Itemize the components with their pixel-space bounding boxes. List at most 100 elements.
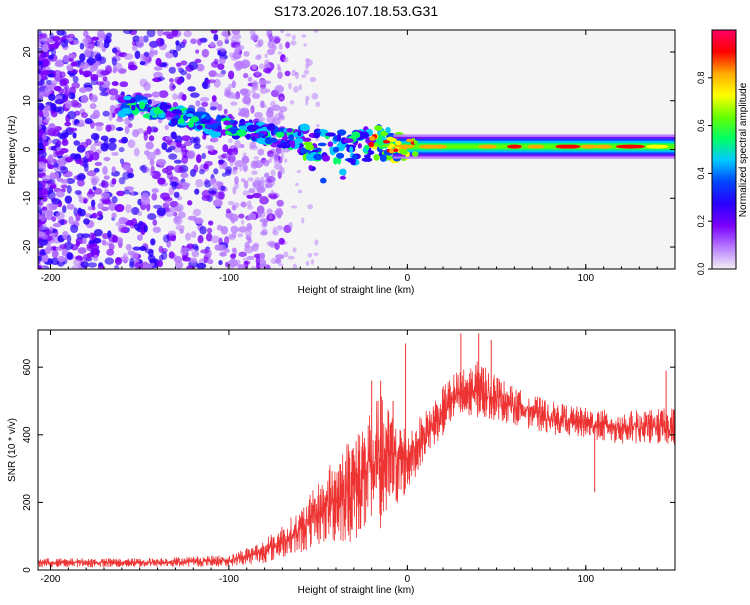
spectrogram-cell xyxy=(278,263,284,267)
spectrogram-cell xyxy=(111,57,117,66)
spectrogram-cell xyxy=(290,141,296,149)
spectrogram-cell xyxy=(241,155,250,164)
spectrogram-cell xyxy=(305,260,310,266)
spectrogram-cell xyxy=(199,96,210,103)
spectrogram-cell xyxy=(187,86,196,92)
spectrogram-cell xyxy=(109,104,116,114)
spectrogram-cell xyxy=(296,170,301,174)
spectrogram-cell xyxy=(288,82,292,90)
spectrogram-cell xyxy=(168,153,178,160)
spectrogram-cell xyxy=(220,185,226,191)
spectrogram-cell xyxy=(98,262,103,268)
spectrogram-cell xyxy=(102,110,110,117)
spectrogram-cell xyxy=(38,102,45,111)
spectrogram-cell xyxy=(259,186,265,190)
spectrogram-cell xyxy=(62,30,67,37)
spectrogram-cell xyxy=(264,172,270,178)
spectrogram-cell xyxy=(94,122,104,127)
spectrogram-cell xyxy=(136,234,143,241)
spectrogram-y-label: Frequency (Hz) xyxy=(7,116,18,185)
spectrogram-cell xyxy=(79,42,85,50)
spectrogram-cell xyxy=(269,214,273,220)
spectrogram-cell xyxy=(165,135,173,141)
spectrogram-cell xyxy=(55,190,65,198)
spectrogram-cell xyxy=(250,105,255,114)
spectrogram-cell xyxy=(364,154,371,158)
spectrogram-cell xyxy=(305,95,310,101)
spectrogram-cell xyxy=(175,203,184,212)
snr-line xyxy=(38,361,675,568)
spectrogram-cell xyxy=(379,154,387,162)
spectrogram-cell xyxy=(181,135,191,142)
spectrogram-cell xyxy=(53,162,60,168)
spectrogram-cell xyxy=(38,212,41,218)
spectrogram-cell xyxy=(357,143,362,149)
spectrogram-cell xyxy=(361,157,373,162)
spectrogram-cell xyxy=(247,205,254,210)
spectrogram-cell xyxy=(123,189,130,195)
spectrogram-cell xyxy=(87,262,97,268)
spectrogram-cell xyxy=(39,249,47,256)
colorbar-tick-label: 0.6 xyxy=(696,119,706,132)
colorbar-tick-label: 0.4 xyxy=(696,167,706,180)
spectrogram-cell xyxy=(90,74,99,81)
spectrogram-cell xyxy=(105,124,112,132)
spectrogram-cell xyxy=(44,86,52,95)
spectrogram-cell xyxy=(277,51,283,55)
spectrogram-cell xyxy=(210,30,218,34)
spectrogram-cell xyxy=(223,236,230,245)
spectrogram-cell xyxy=(228,52,235,58)
spectrogram-cell xyxy=(108,243,115,251)
spectrogram-cell xyxy=(40,213,47,222)
spectrogram-cell xyxy=(245,133,252,140)
spectrogram-cell xyxy=(151,188,159,194)
spectrogram-cell xyxy=(86,170,97,177)
spectrogram-cell xyxy=(85,213,91,218)
x-tick-label: -100 xyxy=(219,574,239,585)
spectrogram-cell xyxy=(86,57,96,66)
spectrogram-cell xyxy=(287,255,295,260)
spectrogram-cell xyxy=(288,134,295,141)
spectrogram-marks xyxy=(38,30,675,269)
spectrogram-cell xyxy=(236,259,241,266)
spectrogram-cell xyxy=(377,131,382,136)
spectrogram-cell xyxy=(139,245,147,252)
spectrogram-cell xyxy=(290,205,298,209)
spectrogram-cell xyxy=(162,167,169,174)
spectrogram-cell xyxy=(106,248,115,256)
spectrogram-cell xyxy=(48,93,56,102)
spectrogram-cell xyxy=(349,146,354,153)
spectrogram-cell xyxy=(243,51,250,57)
spectrogram-cell xyxy=(66,65,74,72)
spectrogram-cell xyxy=(90,36,99,41)
spectrogram-cell xyxy=(142,35,149,43)
spectrogram-cell xyxy=(76,174,81,181)
spectrogram-cell xyxy=(65,100,72,109)
spectrogram-cell xyxy=(80,261,89,269)
spectrogram-cell xyxy=(38,110,43,117)
spectrogram-cell xyxy=(259,211,266,218)
spectrogram-cell xyxy=(186,73,192,80)
spectrogram-cell xyxy=(351,131,361,139)
spectrogram-cell xyxy=(273,37,281,44)
spectrogram-cell xyxy=(50,232,56,238)
spectrogram-cell xyxy=(251,266,257,269)
spectrogram-cell xyxy=(264,53,268,59)
spectrogram-cell xyxy=(197,38,203,46)
spectrogram-cell xyxy=(84,38,89,48)
spectrogram-cell xyxy=(114,203,125,213)
spectrogram-cell xyxy=(339,168,347,176)
spectrogram-cell xyxy=(235,263,243,268)
colorbar-label: Normalized spectral amplitude xyxy=(738,82,749,217)
spectrogram-cell xyxy=(246,194,255,199)
spectrogram-cell xyxy=(72,39,80,45)
spectrogram-cell xyxy=(72,75,79,83)
spectrogram-cell xyxy=(261,221,266,228)
spectrogram-cell xyxy=(243,179,249,189)
spectrogram-cell xyxy=(153,149,162,156)
spectrogram-cell xyxy=(131,45,138,51)
spectrogram-cell xyxy=(139,101,146,110)
spectrogram-cell xyxy=(159,103,169,111)
spectrogram-cell xyxy=(187,120,195,128)
